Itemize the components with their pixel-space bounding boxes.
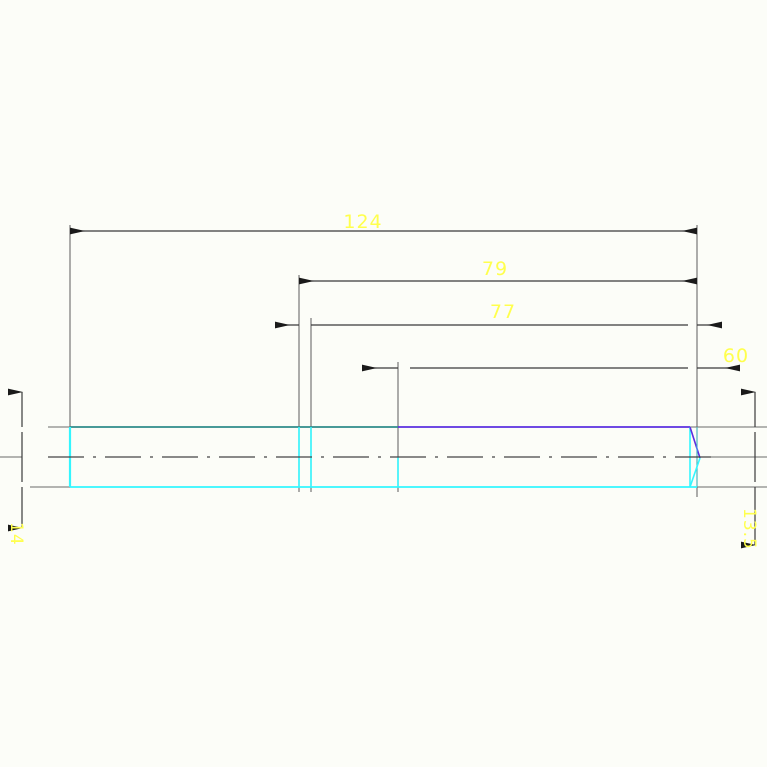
- dim-label-13-5: 13.5: [739, 508, 759, 550]
- dim-label-60: 60: [723, 345, 749, 367]
- dim-label-79: 79: [482, 258, 508, 280]
- dimension-lines-horizontal: [70, 227, 740, 372]
- dimension-lines-vertical: [8, 388, 756, 549]
- body-chamfer-upper: [689, 426, 701, 459]
- extension-lines: [69, 225, 698, 497]
- dim-label-124: 124: [343, 211, 382, 233]
- dimension-labels: 124 79 77 60 14 13.5: [6, 211, 759, 550]
- dim-label-14: 14: [6, 522, 26, 546]
- body-chamfer-lower: [689, 457, 701, 488]
- dim-label-77: 77: [490, 301, 516, 323]
